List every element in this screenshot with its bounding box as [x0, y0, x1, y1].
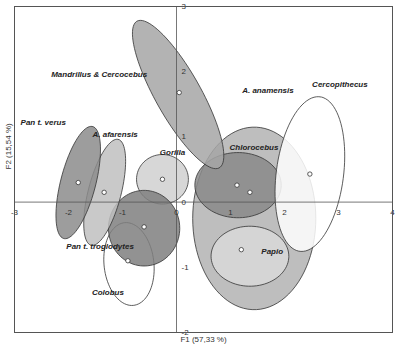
svg-text:1: 1	[182, 132, 187, 141]
svg-text:-1: -1	[119, 208, 127, 217]
svg-text:F2 (15,54 %): F2 (15,54 %)	[4, 123, 13, 170]
svg-text:Mandrillus & Cercocebus: Mandrillus & Cercocebus	[51, 70, 148, 79]
svg-text:Cercopithecus: Cercopithecus	[312, 80, 368, 89]
svg-text:Colobus: Colobus	[92, 288, 125, 297]
svg-text:0: 0	[174, 208, 179, 217]
svg-text:-2: -2	[65, 208, 73, 217]
svg-text:2: 2	[182, 67, 187, 76]
svg-text:A. afarensis: A. afarensis	[91, 130, 138, 139]
svg-text:Gorilla: Gorilla	[160, 148, 186, 157]
svg-text:4: 4	[390, 207, 395, 217]
svg-text:-3: -3	[10, 207, 19, 217]
svg-text:Pan t. verus: Pan t. verus	[21, 118, 67, 127]
svg-text:Chlorocebus: Chlorocebus	[230, 143, 279, 152]
svg-text:-1: -1	[182, 263, 190, 272]
svg-text:3: 3	[181, 2, 186, 12]
svg-text:Papio: Papio	[261, 247, 283, 256]
svg-text:Pan t. troglodytes: Pan t. troglodytes	[66, 242, 134, 251]
svg-text:F1 (57,33 %): F1 (57,33 %)	[180, 335, 227, 344]
svg-text:0: 0	[182, 198, 187, 207]
svg-text:3: 3	[336, 208, 341, 217]
svg-text:1: 1	[228, 208, 233, 217]
svg-text:2: 2	[282, 208, 287, 217]
svg-text:A. anamensis: A. anamensis	[241, 86, 294, 95]
